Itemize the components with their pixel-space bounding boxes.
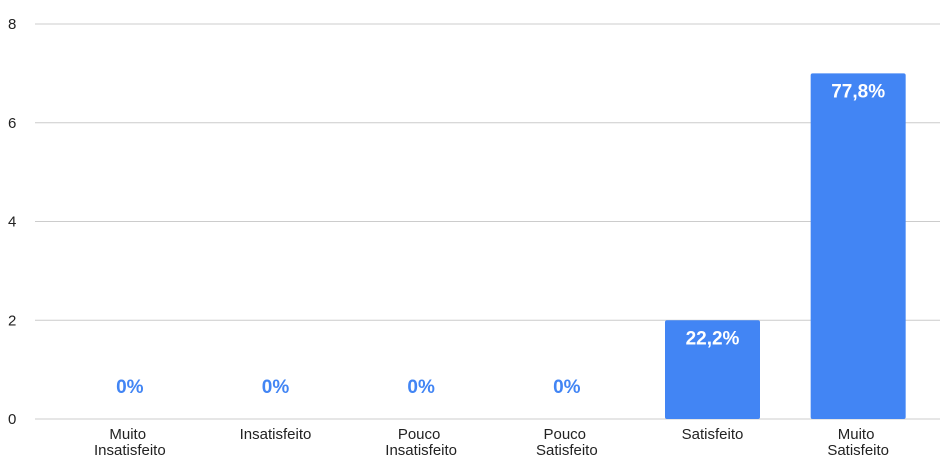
x-tick-line: Insatisfeito [94,442,166,457]
y-tick-label: 6 [8,115,16,132]
value-label: 0% [407,377,435,398]
x-tick-label: Insatisfeito [240,426,312,443]
x-tick-line: Pouco [398,426,445,443]
x-tick-line: Insatisfeito [385,442,457,457]
value-label: 77,8% [831,81,885,102]
x-tick-label: Satisfeito [682,426,744,443]
x-tick-label: Muito Insatisfeito [94,426,166,457]
value-label: 0% [553,377,581,398]
x-tick-label: Pouco Insatisfeito [385,426,457,457]
y-tick-label: 0 [8,411,16,428]
y-tick-label: 8 [8,16,16,33]
x-tick-label: Muito Satisfeito [827,426,889,457]
value-label: 0% [116,377,144,398]
x-tick-line: Pouco [543,426,590,443]
bar [665,320,760,419]
y-tick-label: 2 [8,312,16,329]
x-tick-line: Muito [109,426,150,443]
x-tick-line: Satisfeito [827,442,889,457]
x-tick-label: Pouco Satisfeito [536,426,598,457]
value-label: 22,2% [686,328,740,349]
value-label: 0% [262,377,290,398]
bar [810,73,906,419]
x-tick-line: Satisfeito [536,442,598,457]
y-tick-label: 4 [8,214,16,231]
x-tick-line: Muito [838,426,879,443]
